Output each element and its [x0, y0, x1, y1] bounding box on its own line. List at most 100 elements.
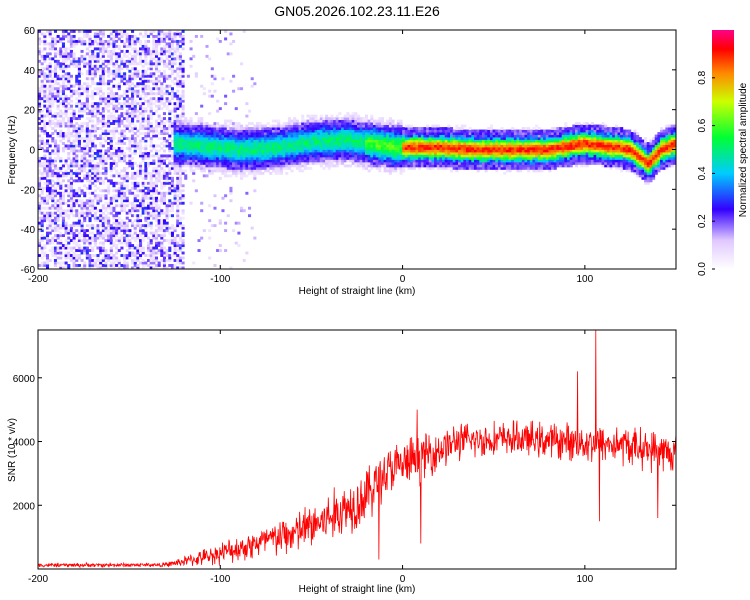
spectrogram-cell — [93, 39, 97, 43]
spectrogram-cell — [139, 169, 143, 173]
spectrogram-cell — [38, 179, 42, 183]
spectrogram-cell — [287, 151, 291, 155]
spectrogram-cell — [224, 139, 228, 143]
spectrogram-cell — [133, 209, 137, 213]
spectrogram-cell — [160, 259, 164, 262]
spectrogram-cell — [242, 132, 246, 135]
spectrogram-cell — [168, 112, 172, 116]
spectrogram-cell — [141, 84, 145, 88]
spectrogram-cell — [391, 169, 395, 173]
spectrogram-cell — [51, 249, 55, 252]
spectrogram-cell — [378, 151, 382, 155]
spectrogram-cell — [189, 124, 193, 128]
spectrogram-cell — [125, 94, 129, 98]
spectrogram-cell — [192, 149, 196, 153]
spectrogram-cell — [194, 137, 198, 140]
spectrogram-cell — [240, 142, 244, 145]
spectrogram-cell — [160, 74, 164, 78]
spectrogram-cell — [69, 209, 73, 213]
spectrogram-cell — [226, 161, 230, 165]
spectrogram-cell — [38, 244, 42, 247]
spectrogram-cell — [181, 239, 185, 243]
spectrogram-cell — [224, 124, 228, 128]
spectrogram-cell — [319, 159, 323, 163]
spectrogram-cell — [224, 144, 228, 148]
spectrogram-cell — [298, 124, 302, 128]
spectrogram-cell — [104, 39, 108, 43]
spectrogram-cell — [362, 129, 366, 133]
spectrogram-cell — [266, 139, 270, 143]
spectrogram-cell — [245, 174, 249, 178]
spectrogram-cell — [293, 147, 297, 150]
spectrogram-cell — [240, 132, 244, 135]
spectrogram-cell — [351, 114, 355, 118]
spectrogram-cell — [327, 166, 331, 170]
spectrogram-cell — [59, 184, 63, 188]
spectrogram-cell — [67, 209, 71, 213]
spectrogram-cell — [367, 137, 371, 140]
spectrogram-cell — [144, 176, 148, 180]
spectrogram-cell — [67, 107, 71, 111]
spectrogram-cell — [205, 151, 209, 155]
spectrogram-cell — [341, 124, 345, 128]
spectrogram-cell — [242, 144, 246, 148]
spectrogram-cell — [96, 209, 100, 213]
spectrogram-cell — [309, 134, 313, 138]
spectrogram-cell — [319, 132, 323, 135]
spectrogram-cell — [357, 139, 361, 143]
spectrogram-cell — [391, 166, 395, 170]
spectrogram-cell — [109, 129, 113, 133]
spectrogram-cell — [45, 67, 50, 71]
spectrogram-cell — [107, 224, 111, 228]
spectrogram-cell — [112, 196, 116, 200]
spectrogram-cell — [157, 191, 161, 195]
spectrogram-cell — [349, 144, 353, 148]
spectrogram-cell — [88, 236, 92, 240]
spectrogram-cell — [285, 127, 289, 130]
spectrogram-cell — [144, 30, 148, 33]
spectrogram-cell — [189, 134, 193, 138]
spectrogram-cell — [56, 184, 60, 188]
spectrogram-cell — [61, 62, 65, 66]
spectrogram-cell — [107, 259, 111, 262]
spectrogram-cell — [218, 166, 222, 170]
spectrogram-cell — [77, 239, 81, 243]
spectrogram-cell — [115, 30, 119, 33]
spectrogram-cell — [45, 149, 50, 153]
spectrogram-cell — [115, 161, 119, 165]
spectrogram-cell — [56, 92, 60, 96]
spectrogram-cell — [139, 224, 143, 228]
spectrogram-cell — [226, 174, 230, 178]
spectrogram-cell — [208, 159, 212, 163]
spectrogram-cell — [178, 104, 182, 108]
spectrogram-cell — [154, 47, 159, 51]
spectrogram-cell — [258, 156, 262, 160]
spectrogram-cell — [77, 62, 81, 66]
spectrogram-cell — [271, 151, 275, 155]
spectrogram-cell — [99, 119, 103, 123]
spectrogram-cell — [341, 156, 345, 160]
spectrogram-cell — [200, 129, 204, 133]
spectrogram-cell — [117, 224, 121, 228]
spectrogram-cell — [165, 32, 169, 36]
spectrogram-cell — [168, 214, 172, 218]
spectrogram-cell — [101, 226, 105, 230]
spectrogram-cell — [202, 154, 206, 158]
spectrogram-cell — [133, 147, 137, 150]
spectrogram-cell — [394, 129, 398, 133]
spectrogram-cell — [120, 139, 124, 143]
spectrogram-cell — [101, 97, 105, 101]
spectrogram-cell — [77, 57, 81, 61]
spectrogram-cell — [367, 122, 371, 125]
spectrogram-cell — [279, 171, 283, 175]
spectrogram-cell — [197, 129, 201, 133]
spectrogram-cell — [96, 264, 100, 267]
spectrogram-cell — [69, 164, 73, 168]
spectrogram-cell — [176, 72, 180, 76]
spectrogram-cell — [77, 199, 81, 203]
spectrogram-cell — [128, 142, 132, 145]
spectrogram-cell — [85, 199, 89, 203]
spectrogram-cell — [131, 127, 135, 130]
spectrogram-cell — [38, 89, 42, 93]
spectrogram-cell — [51, 151, 55, 155]
